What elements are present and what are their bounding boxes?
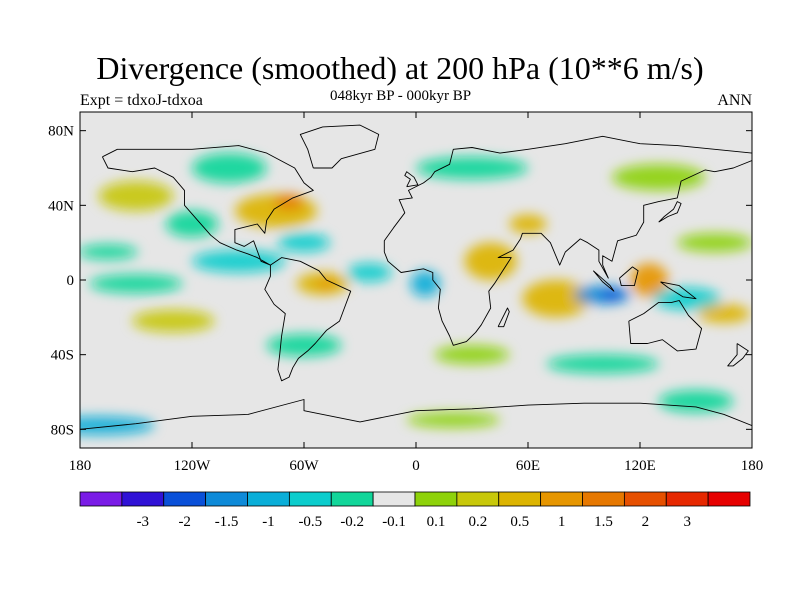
colorbar-swatch [665,491,709,507]
field-region [98,181,174,211]
coastline-madagascar [497,307,510,328]
field-region [509,214,547,234]
colorbar-label: 2 [642,514,650,530]
colorbar-label: -1 [262,514,275,530]
colorbar-label: -0.5 [298,514,322,530]
coastline-south-america [264,257,352,382]
coastline-sumatra [592,270,615,292]
field-region [416,156,528,180]
colorbar-label: -0.2 [340,514,364,530]
colorbar-swatch [498,491,542,507]
period-label: 048kyr BP - 000kyr BP [330,88,472,104]
lat-tick-label: 40S [51,348,74,364]
field-region [522,280,590,318]
colorbar-label: 0.5 [510,514,529,530]
colorbar-swatch [582,491,625,507]
field-region [434,345,510,364]
colorbar-label: 1 [558,514,566,530]
coastline-australia [628,300,703,352]
colorbar-swatch [247,491,290,507]
lat-tick-label: 80N [48,124,74,140]
field-region [677,233,752,252]
colorbar-swatch [121,491,165,507]
field-region [697,304,751,323]
lon-tick-label: 60W [289,458,319,474]
colorbar-label: -3 [137,514,150,530]
lat-tick-label: 40N [48,198,74,214]
lon-tick-label: 180 [69,458,92,474]
latitude-axis: 80N 40N 0 40S 80S [48,124,752,438]
coastline-new-guinea [660,281,697,300]
longitude-axis: 180 120W 60W 0 60E 120E 180 [69,112,764,474]
lon-tick-label: 120W [174,458,212,474]
coastline-antarctica [80,399,752,430]
colorbar-label: 1.5 [594,514,613,530]
colorbar-label: -1.5 [215,514,239,530]
field-region [277,233,331,253]
field-region [658,390,734,413]
coastline-uk [404,171,419,188]
colorbar-swatch [163,491,207,507]
lat-tick-label: 0 [67,273,75,289]
colorbar-swatch [707,491,751,507]
field-region [653,287,721,310]
lon-tick-label: 120E [624,458,656,474]
colorbar: -3 -2 -1.5 -1 -0.5 -0.2 -0.1 0.1 0.2 0.5 1 1.5 2 3 [79,491,751,530]
coastline-north-america [101,145,314,266]
field-region [600,289,624,301]
coastline-japan [658,201,682,223]
colorbar-label: 3 [683,514,691,530]
field-region [165,210,219,238]
field-region [80,244,138,260]
colorbar-swatch [330,491,374,507]
field-region [132,309,215,333]
colorbar-swatch [456,491,500,507]
field-region [274,194,305,210]
field-region [464,242,517,280]
field-region [612,164,706,191]
colorbar-swatch [288,491,332,507]
colorbar-swatch [79,491,123,507]
map-panel [79,111,753,449]
colorbar-label: 0.2 [468,514,487,530]
lon-tick-label: 60E [516,458,540,474]
coastline-borneo [619,266,639,287]
field-region [192,250,286,273]
colorbar-swatch [372,491,416,507]
season-label: ANN [717,92,752,109]
colorbar-label: -2 [178,514,191,530]
coastline-new-zealand [727,343,749,367]
lat-tick-label: 80S [51,422,74,438]
colorbar-label: -0.1 [382,514,406,530]
colorbar-swatch [205,491,248,507]
field-region [317,278,336,290]
colorbar-label: 0.1 [427,514,446,530]
field-region [406,412,501,428]
field-region [89,274,183,294]
plot-title: Divergence (smoothed) at 200 hPa (10**6 … [96,50,704,86]
divergence-field [80,153,752,435]
experiment-label: Expt = tdxoJ-tdxoa [80,92,203,109]
coastline-greenland [299,124,380,169]
field-region [630,263,668,297]
field-region [192,153,267,183]
colorbar-swatch [414,491,458,507]
field-region [546,354,659,374]
field-region [346,263,392,282]
coastlines [80,124,752,430]
colorbar-swatch [623,491,667,507]
field-region [266,334,342,357]
lon-tick-label: 180 [741,458,764,474]
colorbar-swatch [540,491,583,507]
lon-tick-label: 0 [412,458,420,474]
coastline-africa-eurasia [383,135,752,346]
